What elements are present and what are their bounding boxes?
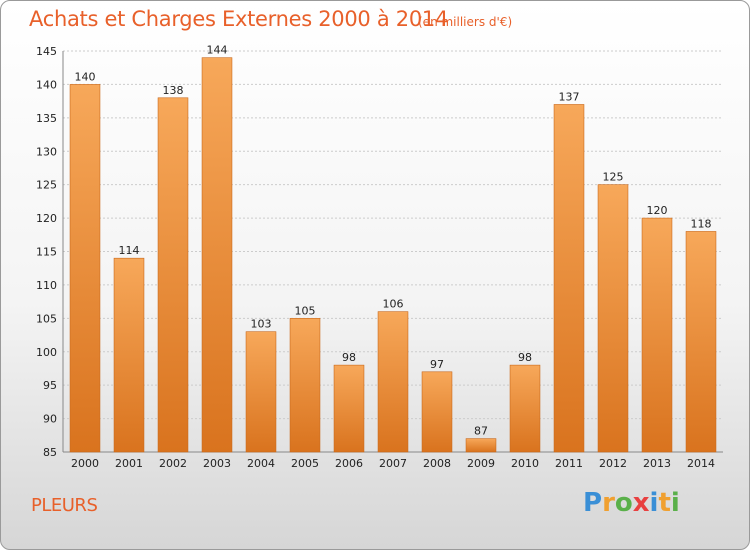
bar-value-label: 87 bbox=[474, 425, 488, 438]
chart-subtitle: (en milliers d'€) bbox=[418, 15, 513, 29]
bar-value-label: 137 bbox=[559, 90, 580, 103]
x-tick-label: 2012 bbox=[599, 457, 627, 470]
bar bbox=[509, 364, 541, 453]
logo-letter: t bbox=[658, 488, 671, 518]
x-tick-label: 2009 bbox=[467, 457, 495, 470]
place-name: PLEURS bbox=[31, 495, 98, 516]
y-tick-label: 130 bbox=[36, 145, 57, 158]
logo-letter: o bbox=[614, 488, 633, 518]
bar bbox=[113, 257, 145, 453]
x-tick-label: 2004 bbox=[247, 457, 275, 470]
proxiti-logo: Proxiti bbox=[583, 488, 680, 518]
x-tick-label: 2007 bbox=[379, 457, 407, 470]
y-tick-label: 110 bbox=[36, 279, 57, 292]
chart-title: Achats et Charges Externes 2000 à 2014 bbox=[29, 7, 449, 31]
bar-value-label: 98 bbox=[518, 351, 532, 364]
bar-value-label: 114 bbox=[119, 244, 140, 257]
bar bbox=[553, 104, 585, 453]
bar bbox=[333, 364, 365, 453]
bar bbox=[377, 311, 409, 453]
bar bbox=[201, 57, 233, 453]
x-tick-label: 2010 bbox=[511, 457, 539, 470]
logo-letter: i bbox=[670, 488, 680, 518]
bar-value-label: 97 bbox=[430, 358, 444, 371]
bar-value-label: 138 bbox=[163, 84, 184, 97]
bar bbox=[289, 318, 321, 453]
bar bbox=[641, 217, 673, 453]
x-tick-label: 2000 bbox=[71, 457, 99, 470]
x-tick-label: 2011 bbox=[555, 457, 583, 470]
bar-value-label: 120 bbox=[647, 204, 668, 217]
bar bbox=[157, 97, 189, 453]
x-tick-label: 2003 bbox=[203, 457, 231, 470]
bar-value-label: 140 bbox=[75, 70, 96, 83]
y-tick-label: 85 bbox=[43, 446, 57, 459]
bar bbox=[69, 84, 101, 453]
y-tick-label: 120 bbox=[36, 212, 57, 225]
x-tick-label: 2008 bbox=[423, 457, 451, 470]
bar bbox=[685, 231, 717, 453]
x-tick-label: 2006 bbox=[335, 457, 363, 470]
y-tick-label: 115 bbox=[36, 246, 57, 259]
x-tick-label: 2005 bbox=[291, 457, 319, 470]
y-tick-label: 145 bbox=[36, 45, 57, 58]
bar-value-label: 144 bbox=[207, 44, 228, 57]
y-tick-label: 140 bbox=[36, 78, 57, 91]
logo-letter: P bbox=[583, 488, 603, 518]
x-tick-label: 2001 bbox=[115, 457, 143, 470]
bar-value-label: 98 bbox=[342, 351, 356, 364]
bar bbox=[597, 184, 629, 453]
bar bbox=[465, 438, 497, 453]
bar-value-label: 125 bbox=[603, 171, 624, 184]
bar-value-label: 103 bbox=[251, 318, 272, 331]
y-tick-label: 100 bbox=[36, 346, 57, 359]
bar-value-label: 106 bbox=[383, 298, 404, 311]
y-tick-label: 105 bbox=[36, 312, 57, 325]
bar-value-label: 118 bbox=[691, 217, 712, 230]
bar-value-label: 105 bbox=[295, 304, 316, 317]
y-tick-label: 90 bbox=[43, 413, 57, 426]
x-tick-label: 2013 bbox=[643, 457, 671, 470]
y-tick-label: 125 bbox=[36, 179, 57, 192]
bar bbox=[421, 371, 453, 453]
logo-letter: r bbox=[602, 488, 615, 518]
bar bbox=[245, 331, 277, 453]
y-tick-label: 135 bbox=[36, 112, 57, 125]
y-tick-label: 95 bbox=[43, 379, 57, 392]
x-tick-label: 2002 bbox=[159, 457, 187, 470]
x-tick-label: 2014 bbox=[687, 457, 715, 470]
logo-letter: i bbox=[649, 488, 659, 518]
logo-letter: x bbox=[632, 488, 650, 518]
